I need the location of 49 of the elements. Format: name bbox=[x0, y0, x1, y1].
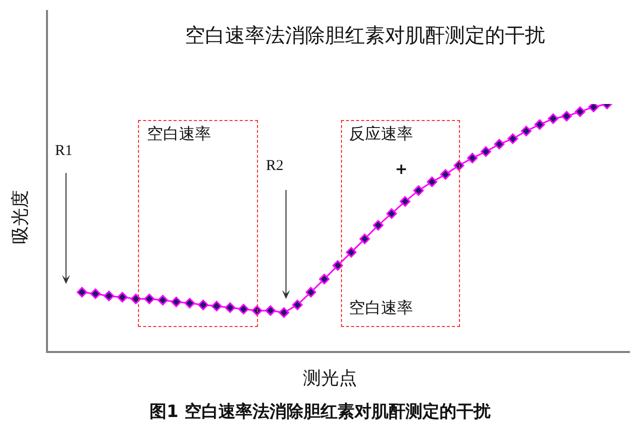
point bbox=[238, 304, 249, 314]
point bbox=[144, 294, 155, 304]
point bbox=[588, 104, 599, 112]
point bbox=[508, 133, 518, 144]
point bbox=[252, 305, 262, 316]
point bbox=[426, 176, 438, 188]
point bbox=[332, 260, 344, 271]
point bbox=[494, 138, 505, 150]
point bbox=[224, 302, 236, 313]
x-axis-title: 测光点 bbox=[302, 367, 358, 390]
point bbox=[117, 292, 128, 302]
point bbox=[561, 110, 572, 122]
point bbox=[520, 126, 532, 136]
point bbox=[278, 307, 290, 318]
y-axis-title: 吸光度 bbox=[9, 189, 32, 246]
point bbox=[211, 300, 222, 312]
point bbox=[306, 286, 316, 298]
point bbox=[198, 300, 208, 310]
point bbox=[534, 119, 545, 130]
point bbox=[413, 185, 424, 196]
point bbox=[319, 274, 330, 284]
caption: 图1 空白速率法消除胆红素对肌酐测定的干扰 bbox=[148, 401, 492, 423]
point bbox=[480, 146, 492, 157]
point bbox=[454, 160, 464, 171]
point bbox=[90, 288, 101, 299]
point bbox=[440, 169, 451, 180]
point bbox=[104, 290, 114, 302]
point bbox=[400, 196, 410, 207]
point bbox=[548, 113, 558, 124]
annotation: + bbox=[395, 160, 408, 178]
point bbox=[265, 305, 276, 316]
point bbox=[372, 220, 384, 231]
point bbox=[158, 294, 168, 306]
point bbox=[76, 286, 88, 298]
chart-title: 空白速率法消除胆红素对肌酐测定的干扰 bbox=[184, 22, 546, 49]
text: R1 bbox=[55, 143, 73, 160]
point bbox=[467, 152, 478, 164]
annotation: R2 bbox=[266, 158, 284, 175]
point bbox=[359, 234, 370, 244]
point bbox=[292, 300, 303, 310]
point bbox=[346, 247, 356, 258]
point bbox=[170, 296, 182, 308]
annotation: 空白速率 bbox=[147, 124, 211, 145]
point bbox=[574, 106, 586, 117]
annotation: 空白速率 bbox=[349, 298, 413, 319]
point bbox=[386, 208, 397, 219]
annotation: 反应速率 bbox=[349, 124, 413, 145]
point bbox=[184, 298, 195, 308]
point bbox=[130, 294, 142, 304]
